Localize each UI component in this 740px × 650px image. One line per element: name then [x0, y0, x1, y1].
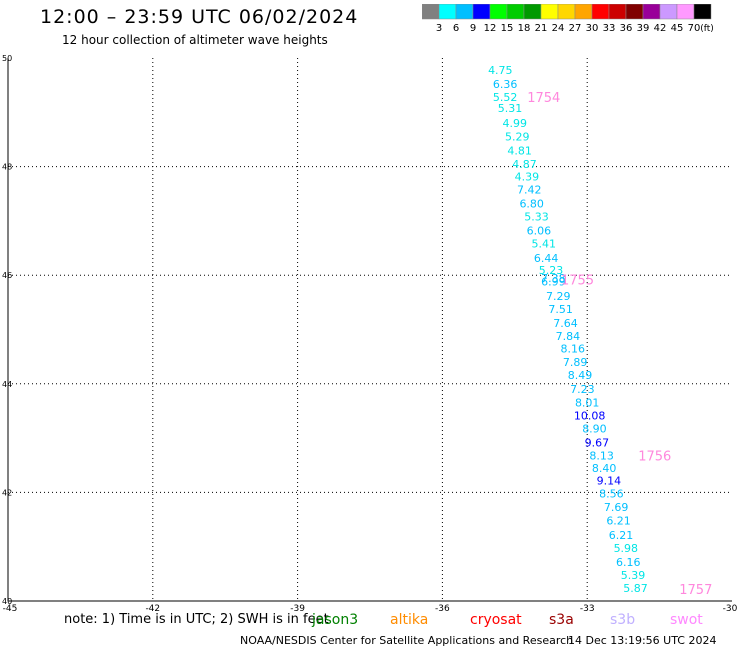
colorbar-tick-label: 18 [518, 23, 531, 34]
footer-note: note: 1) Time is in UTC; 2) SWH is in fe… [64, 612, 329, 627]
swh-data-point: 6.21 [609, 529, 634, 542]
mission-label-s3a: s3a [549, 612, 574, 628]
colorbar-tick-label: 12 [484, 23, 497, 34]
y-tick-label: 50 [2, 54, 12, 63]
pass-time-label: 1756 [638, 449, 671, 464]
y-tick-label: 46 [2, 271, 12, 280]
colorbar-tick-label: 33 [603, 23, 616, 34]
chart-subtitle: 12 hour collection of altimeter wave hei… [62, 33, 328, 47]
swh-data-point: 6.44 [534, 252, 559, 265]
swh-data-point: 8.01 [575, 396, 600, 409]
chart-title: 12:00 – 23:59 UTC 06/02/2024 [40, 6, 359, 28]
colorbar-tick-label: 24 [552, 23, 565, 34]
colorbar-tick-label: 15 [501, 23, 514, 34]
y-tick-label: 44 [2, 380, 12, 389]
colorbar-tick-label: 30 [586, 23, 599, 34]
swh-data-point: 8.16 [560, 343, 585, 356]
mission-label-cryosat: cryosat [470, 612, 522, 628]
swh-data-point: 6.06 [527, 225, 552, 238]
colorbar-unit-label: (ft) [700, 24, 714, 34]
swh-data-point: 5.41 [532, 238, 557, 251]
y-tick-label: 42 [2, 488, 12, 497]
swh-data-point: 7.89 [563, 356, 588, 369]
x-tick-label: -36 [435, 604, 450, 614]
swh-data-point: 6.80 [519, 198, 544, 211]
swh-data-point: 7.29 [546, 290, 571, 303]
swh-data-point: 4.99 [503, 117, 528, 130]
swh-data-point: 4.87 [512, 158, 537, 171]
swh-data-point: 6.99 [541, 276, 566, 289]
mission-label-swot: swot [670, 612, 703, 628]
x-tick-label: -45 [3, 604, 18, 614]
footer-credit: NOAA/NESDIS Center for Satellite Applica… [240, 634, 574, 647]
swh-data-point: 7.51 [548, 303, 573, 316]
x-tick-label: -42 [145, 604, 160, 614]
colorbar-tick-label: 21 [535, 23, 548, 34]
colorbar-tick-label: 70 [688, 23, 701, 34]
swh-data-point: 10.08 [574, 409, 606, 422]
swh-data-point: 8.40 [592, 462, 617, 475]
swh-data-point: 8.13 [589, 449, 614, 462]
swh-data-point: 8.90 [582, 422, 607, 435]
swh-data-point: 5.33 [524, 211, 549, 224]
mission-label-jason3: jason3 [312, 612, 359, 628]
colorbar-legend: 3 6 9 12 15 18 21 24 27 30 33 36 39 42 45 70 (ft) [422, 4, 714, 34]
swh-data-point: 5.39 [621, 569, 646, 582]
colorbar-tick-label: 9 [470, 23, 476, 34]
swh-data-point: 5.52 [493, 91, 518, 104]
x-tick-label: -30 [723, 604, 738, 614]
swh-data-point: 7.42 [517, 183, 542, 196]
swh-data-point: 7.64 [553, 317, 578, 330]
colorbar-tick-label: 36 [620, 23, 633, 34]
swh-data-point: 5.98 [614, 542, 639, 555]
pass-time-label: 1757 [679, 583, 712, 598]
swh-data-point: 4.75 [488, 64, 513, 77]
swh-data-point: 7.23 [570, 383, 595, 396]
swh-data-point: 5.87 [623, 582, 648, 595]
swh-data-point: 8.56 [599, 487, 624, 500]
swh-data-point: 4.39 [515, 170, 540, 183]
swh-data-point: 8.49 [568, 369, 593, 382]
swh-data-point: 7.38 [541, 272, 566, 285]
swh-data-point: 6.16 [616, 556, 641, 569]
swh-data-point: 6.21 [606, 515, 631, 528]
colorbar-tick-label: 45 [671, 23, 684, 34]
swh-data-point: 7.69 [604, 501, 629, 514]
swh-data-point: 6.36 [493, 78, 518, 91]
pass-time-label: 1755 [561, 274, 594, 289]
x-tick-label: -33 [580, 604, 595, 614]
swh-data-point: 5.31 [498, 102, 523, 115]
colorbar-tick-label: 27 [569, 23, 582, 34]
swh-data-point: 9.67 [585, 436, 610, 449]
swh-data-point: 9.14 [597, 474, 622, 487]
y-tick-label: 40 [2, 597, 12, 606]
colorbar-tick-label: 42 [654, 23, 667, 34]
colorbar-tick-label: 6 [453, 23, 459, 34]
colorbar-tick-label: 39 [637, 23, 650, 34]
swh-data-point: 5.29 [505, 131, 530, 144]
x-tick-label: -39 [290, 604, 305, 614]
y-tick-label: 48 [2, 163, 12, 172]
mission-label-altika: altika [390, 612, 429, 628]
pass-time-label: 1754 [527, 91, 560, 106]
footer-timestamp: 14 Dec 13:19:56 UTC 2024 [568, 634, 717, 647]
colorbar-swatch [693, 4, 712, 20]
colorbar-tick-label: 3 [436, 23, 442, 34]
swh-data-point: 4.81 [507, 144, 532, 157]
mission-label-s3b: s3b [610, 612, 636, 628]
swh-data-point: 7.84 [556, 330, 581, 343]
swh-data-point: 5.23 [539, 264, 564, 277]
